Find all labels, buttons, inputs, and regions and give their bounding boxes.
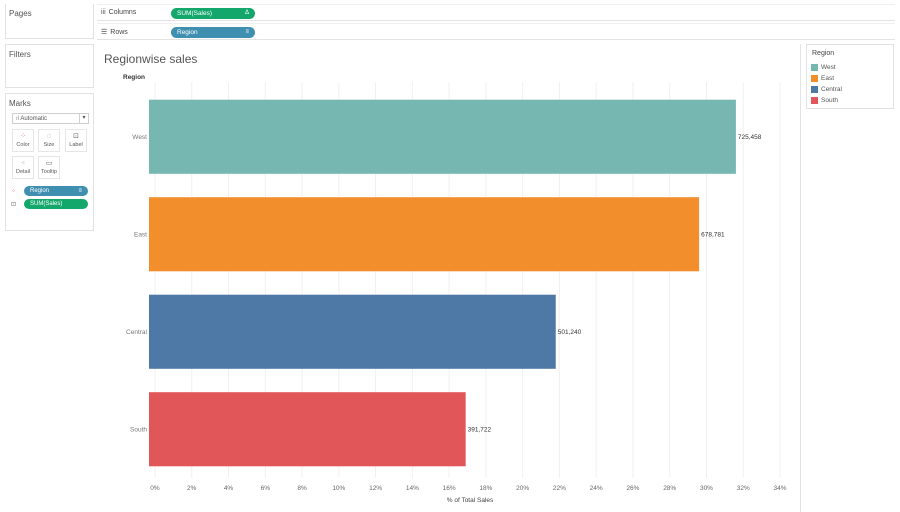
filters-card[interactable]: Filters	[5, 44, 94, 88]
label-button[interactable]: ⊡ Label	[65, 129, 87, 152]
x-tick-label: 30%	[700, 485, 713, 492]
legend-swatch	[811, 75, 818, 82]
x-axis-title: % of Total Sales	[446, 497, 494, 504]
x-tick-label: 32%	[737, 485, 750, 492]
rows-shelf-label: ☰ Rows	[101, 29, 128, 36]
data-label: 725,458	[738, 134, 762, 141]
bar-west	[149, 99, 736, 174]
sort-icon: ≡	[245, 29, 249, 35]
x-tick-label: 22%	[553, 485, 566, 492]
columns-icon: iii	[101, 9, 106, 16]
x-tick-label: 34%	[773, 485, 786, 492]
delta-icon: Δ	[244, 10, 249, 16]
columns-shelf-label: iii Columns	[101, 9, 137, 16]
legend-swatch	[811, 97, 818, 104]
x-tick-label: 6%	[261, 485, 271, 492]
detail-button[interactable]: ⁖ Detail	[12, 156, 34, 179]
marks-card: Marks ıl Automatic ▾ ⁘ Color ◌ Size ⊡ Label…	[5, 93, 94, 231]
y-tick-label: East	[134, 231, 147, 238]
sort-icon: ≡	[78, 188, 82, 194]
bar-east	[149, 197, 700, 272]
mark-type-dropdown[interactable]: ıl Automatic ▾	[12, 113, 89, 124]
legend-item-east[interactable]: East	[811, 75, 834, 82]
chart-title: Regionwise sales	[104, 52, 198, 66]
y-tick-label: South	[130, 426, 147, 433]
x-tick-label: 4%	[224, 485, 234, 492]
marks-title: Marks	[9, 99, 31, 108]
x-tick-label: 14%	[406, 485, 419, 492]
x-tick-label: 10%	[332, 485, 345, 492]
bar-central	[149, 294, 556, 369]
color-icon: ⁘	[20, 133, 26, 140]
filters-title: Filters	[9, 50, 31, 59]
tooltip-button[interactable]: ▭ Tooltip	[38, 156, 60, 179]
region-legend[interactable]: Region West East Central South	[806, 44, 894, 109]
tooltip-icon: ▭	[45, 160, 53, 167]
rows-pill-region[interactable]: Region ≡	[171, 27, 255, 38]
columns-pill-sum-sales[interactable]: SUM(Sales) Δ	[171, 8, 255, 19]
x-tick-label: 20%	[516, 485, 529, 492]
legend-swatch	[811, 86, 818, 93]
rows-icon: ☰	[101, 29, 108, 36]
data-label: 501,240	[558, 329, 582, 336]
size-icon: ◌	[46, 133, 52, 140]
legend-title: Region	[812, 50, 835, 57]
row-header-region: Region	[123, 74, 146, 81]
size-button[interactable]: ◌ Size	[38, 129, 60, 152]
x-tick-label: 16%	[443, 485, 456, 492]
x-tick-label: 12%	[369, 485, 382, 492]
color-dots-icon: ⁘	[11, 189, 17, 195]
data-label: 391,722	[468, 426, 492, 433]
x-tick-label: 18%	[479, 485, 492, 492]
divider	[800, 44, 801, 512]
legend-item-central[interactable]: Central	[811, 86, 842, 93]
x-tick-label: 2%	[187, 485, 197, 492]
chevron-down-icon: ▾	[79, 114, 88, 123]
detail-icon: ⁖	[20, 160, 26, 167]
marks-pill-region[interactable]: Region ≡	[24, 186, 88, 196]
data-label: 678,781	[701, 231, 725, 238]
color-button[interactable]: ⁘ Color	[12, 129, 34, 152]
columns-shelf[interactable]: iii Columns SUM(Sales) Δ	[97, 4, 895, 21]
legend-swatch	[811, 64, 818, 71]
y-tick-label: Central	[126, 329, 148, 336]
x-tick-label: 24%	[590, 485, 603, 492]
marks-pill-sum-sales[interactable]: SUM(Sales)	[24, 199, 88, 209]
label-icon: ⊡	[73, 133, 79, 140]
bar-chart-icon: ıl	[16, 116, 21, 122]
pages-card[interactable]: Pages	[5, 4, 94, 39]
label-small-icon: ⊡	[11, 202, 17, 208]
legend-item-south[interactable]: South	[811, 97, 838, 104]
x-tick-label: 8%	[297, 485, 307, 492]
pages-title: Pages	[9, 9, 32, 18]
legend-item-west[interactable]: West	[811, 64, 836, 71]
x-tick-label: 0%	[150, 485, 160, 492]
x-tick-label: 28%	[663, 485, 676, 492]
bar-south	[149, 392, 466, 467]
rows-shelf[interactable]: ☰ Rows Region ≡	[97, 23, 895, 40]
y-tick-label: West	[132, 134, 147, 141]
x-tick-label: 26%	[626, 485, 639, 492]
